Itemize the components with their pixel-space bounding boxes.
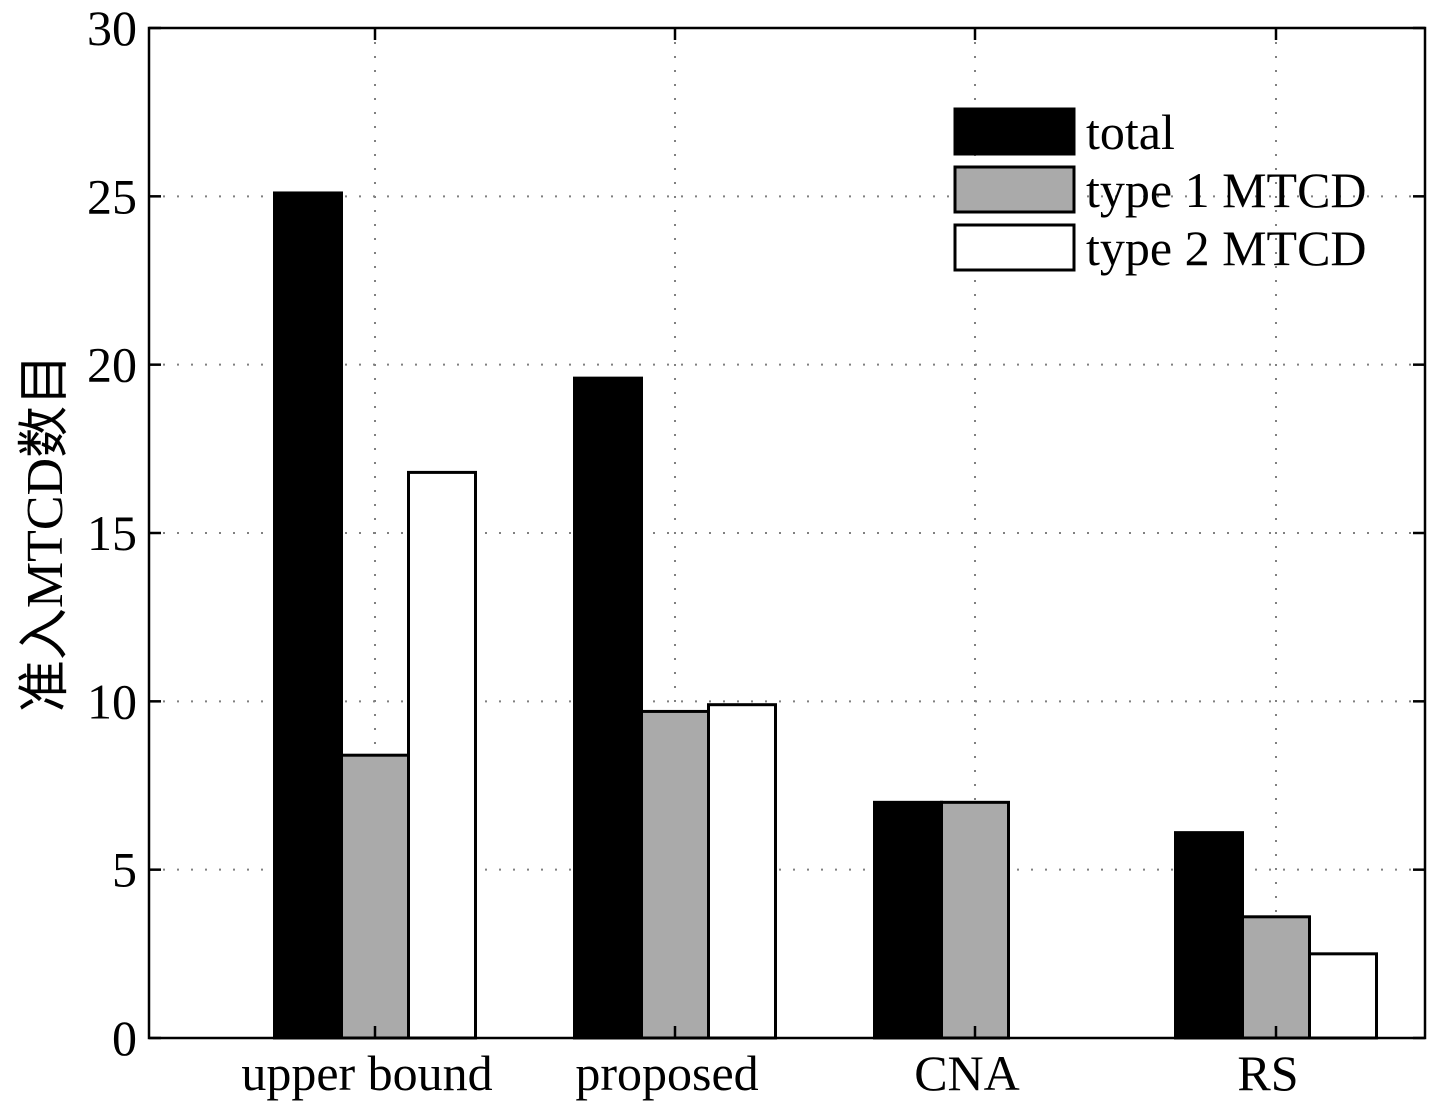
legend-label: type 2 MTCD xyxy=(1086,220,1367,276)
bar-upper-bound-type-2-mtcd xyxy=(407,470,477,1040)
y-axis-label: 准入MTCD数目 xyxy=(17,354,74,712)
bar-proposed-type-2-mtcd xyxy=(707,703,777,1040)
bar-cna-total xyxy=(873,800,943,1040)
x-tick-label: upper bound xyxy=(241,1045,492,1101)
bar-rs-type-2-mtcd xyxy=(1308,952,1378,1040)
legend-swatch-type-2-mtcd xyxy=(953,223,1076,272)
bar-proposed-type-1-mtcd xyxy=(640,709,710,1040)
bar-upper-bound-type-1-mtcd xyxy=(340,753,410,1040)
x-tick-label: RS xyxy=(1237,1045,1298,1101)
bar-cna-type-1-mtcd xyxy=(940,800,1010,1040)
bars xyxy=(273,191,1378,1040)
y-tick-label: 10 xyxy=(87,673,137,729)
y-tick-label: 5 xyxy=(112,842,137,898)
axis-ticks: 0 5 10 15 20 25 30 upper bound proposed CNA RS xyxy=(87,0,1425,1101)
bar-proposed-total xyxy=(573,376,643,1040)
y-tick-label: 25 xyxy=(87,168,137,224)
y-tick-label: 15 xyxy=(87,505,137,561)
bar-rs-total xyxy=(1174,831,1244,1040)
y-tick-label: 0 xyxy=(112,1010,137,1066)
legend-label: total xyxy=(1086,104,1175,160)
y-tick-label: 30 xyxy=(87,0,137,56)
legend-swatch-total xyxy=(953,107,1076,156)
bar-upper-bound-total xyxy=(273,191,343,1040)
legend-label: type 1 MTCD xyxy=(1086,162,1367,218)
x-tick-label: proposed xyxy=(575,1045,758,1101)
bar-rs-type-1-mtcd xyxy=(1241,915,1311,1040)
legend-swatch-type-1-mtcd xyxy=(953,165,1076,214)
y-tick-label: 20 xyxy=(87,337,137,393)
x-tick-label: CNA xyxy=(914,1045,1020,1101)
y-axis-label-group: 准入MTCD数目 xyxy=(17,354,74,712)
